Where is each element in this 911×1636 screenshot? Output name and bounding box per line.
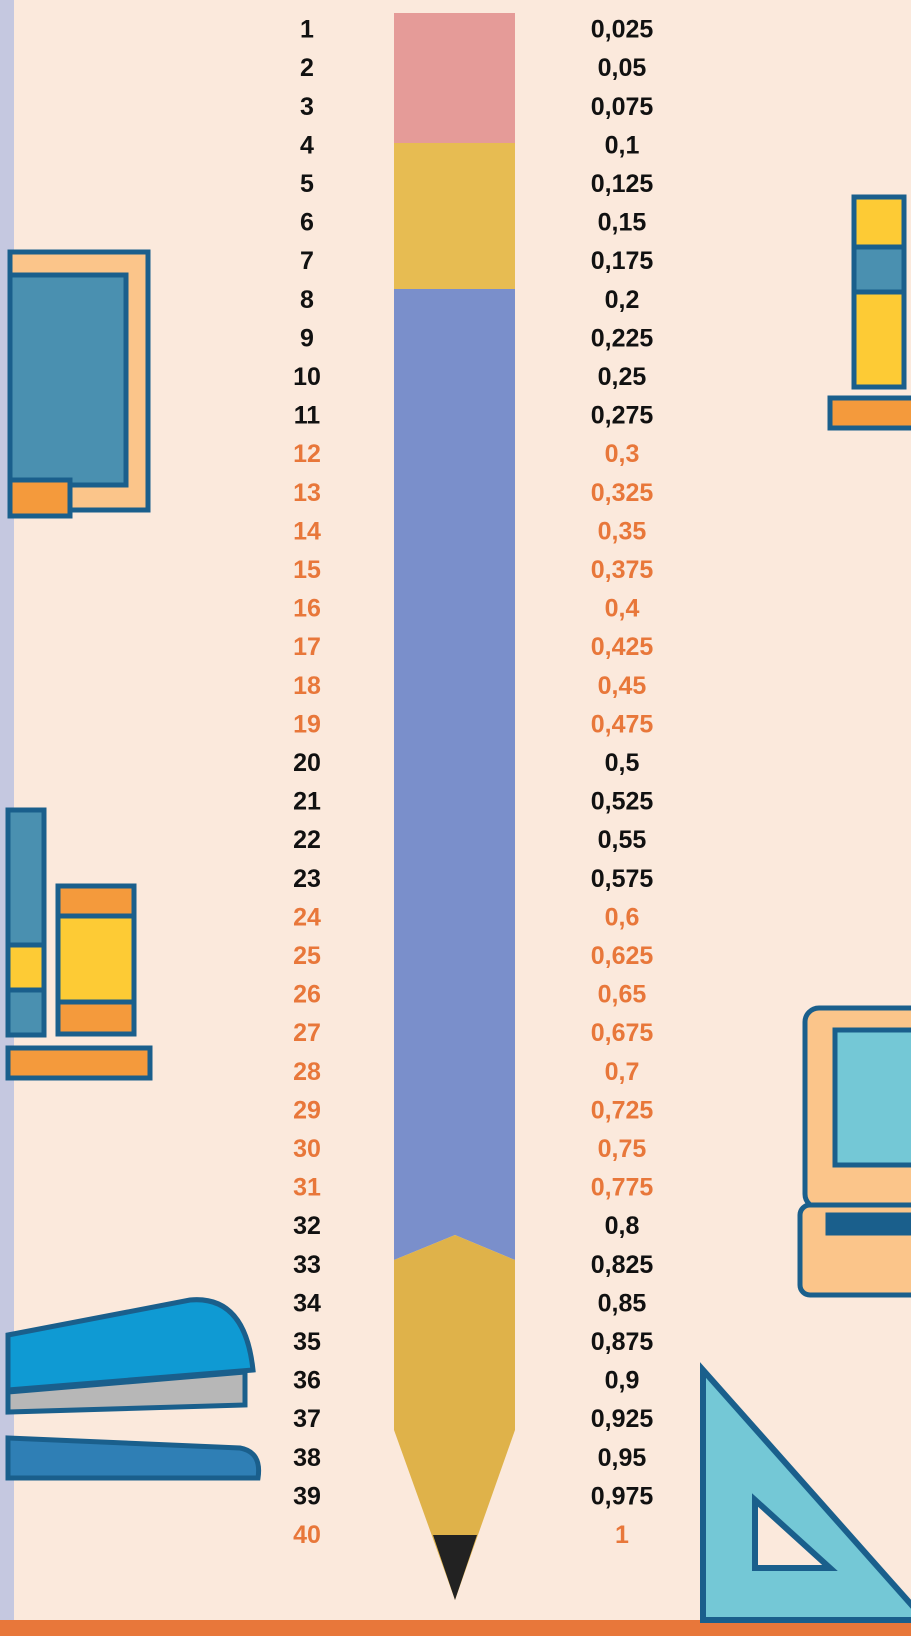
row-value: 0,125: [591, 170, 654, 198]
row-number: 31: [293, 1174, 321, 1202]
row-number: 33: [293, 1251, 321, 1279]
row-value: 0,025: [591, 16, 654, 44]
row-value: 0,65: [598, 981, 647, 1009]
row-number: 18: [293, 672, 321, 700]
row-number: 12: [293, 440, 321, 468]
row-number: 13: [293, 479, 321, 507]
row-value: 0,775: [591, 1174, 654, 1202]
row-value: 0,725: [591, 1096, 654, 1124]
row-value: 0,85: [598, 1289, 647, 1317]
row-value: 0,9: [605, 1367, 640, 1395]
row-value: 0,375: [591, 556, 654, 584]
row-number: 37: [293, 1405, 321, 1433]
row-number: 22: [293, 826, 321, 854]
computer-icon: [800, 1008, 911, 1295]
pencil-eraser: [394, 13, 515, 143]
row-number: 28: [293, 1058, 321, 1086]
row-value: 0,975: [591, 1482, 654, 1510]
row-value: 0,925: [591, 1405, 654, 1433]
row-value: 0,25: [598, 363, 647, 391]
row-number: 30: [293, 1135, 321, 1163]
row-value: 0,05: [598, 54, 647, 82]
row-value: 0,525: [591, 788, 654, 816]
row-value: 0,8: [605, 1212, 640, 1240]
pencil-ferrule: [394, 143, 515, 289]
row-number: 11: [294, 402, 321, 430]
row-number: 21: [293, 788, 321, 816]
row-number: 35: [293, 1328, 321, 1356]
infographic: 10,02520,0530,07540,150,12560,1570,17580…: [0, 0, 911, 1636]
row-value: 0,675: [591, 1019, 654, 1047]
row-number: 7: [300, 247, 314, 275]
row-number: 10: [293, 363, 321, 391]
stapler-icon: [8, 1300, 259, 1478]
row-number: 14: [293, 517, 321, 545]
row-value: 0,55: [598, 826, 647, 854]
row-value: 0,325: [591, 479, 654, 507]
row-value: 0,2: [605, 286, 640, 314]
row-number: 16: [293, 595, 321, 623]
pencil-body: [394, 289, 515, 1260]
row-number: 19: [293, 710, 321, 738]
row-number: 23: [293, 865, 321, 893]
row-number: 1: [300, 16, 314, 44]
row-number: 4: [300, 131, 314, 159]
row-value: 0,4: [605, 595, 640, 623]
row-value: 0,5: [605, 749, 640, 777]
row-number: 36: [293, 1367, 321, 1395]
row-value: 0,15: [598, 209, 647, 237]
row-number: 34: [293, 1289, 321, 1317]
row-value: 0,7: [605, 1058, 640, 1086]
row-number: 17: [293, 633, 321, 661]
row-value: 0,075: [591, 93, 654, 121]
row-number: 15: [293, 556, 321, 584]
row-number: 9: [300, 324, 314, 352]
row-number: 5: [300, 170, 314, 198]
row-value: 0,45: [598, 672, 647, 700]
row-value: 0,575: [591, 865, 654, 893]
row-value: 0,475: [591, 710, 654, 738]
row-number: 24: [293, 903, 321, 931]
row-value: 0,875: [591, 1328, 654, 1356]
row-number: 26: [293, 981, 321, 1009]
row-number: 29: [293, 1096, 321, 1124]
row-number: 39: [293, 1482, 321, 1510]
row-number: 6: [300, 209, 314, 237]
row-value: 0,1: [605, 131, 640, 159]
row-value: 0,75: [598, 1135, 647, 1163]
row-value: 0,225: [591, 324, 654, 352]
row-number: 2: [300, 54, 314, 82]
pencil: [394, 13, 515, 1600]
row-value: 0,35: [598, 517, 647, 545]
row-value: 0,175: [591, 247, 654, 275]
row-number: 3: [300, 93, 314, 121]
row-number: 25: [293, 942, 321, 970]
row-number: 40: [293, 1521, 321, 1549]
row-number: 32: [293, 1212, 321, 1240]
row-value: 0,95: [598, 1444, 647, 1472]
row-value: 0,625: [591, 942, 654, 970]
monitor-icon: [10, 252, 148, 516]
row-value: 0,825: [591, 1251, 654, 1279]
row-number: 20: [293, 749, 321, 777]
row-number: 38: [293, 1444, 321, 1472]
row-value: 0,425: [591, 633, 654, 661]
row-value: 1: [615, 1521, 629, 1549]
row-value: 0,3: [605, 440, 640, 468]
row-value: 0,6: [605, 903, 640, 931]
row-number: 27: [293, 1019, 321, 1047]
page: 10,02520,0530,07540,150,12560,1570,17580…: [0, 0, 911, 1636]
row-value: 0,275: [591, 402, 654, 430]
row-number: 8: [300, 286, 314, 314]
